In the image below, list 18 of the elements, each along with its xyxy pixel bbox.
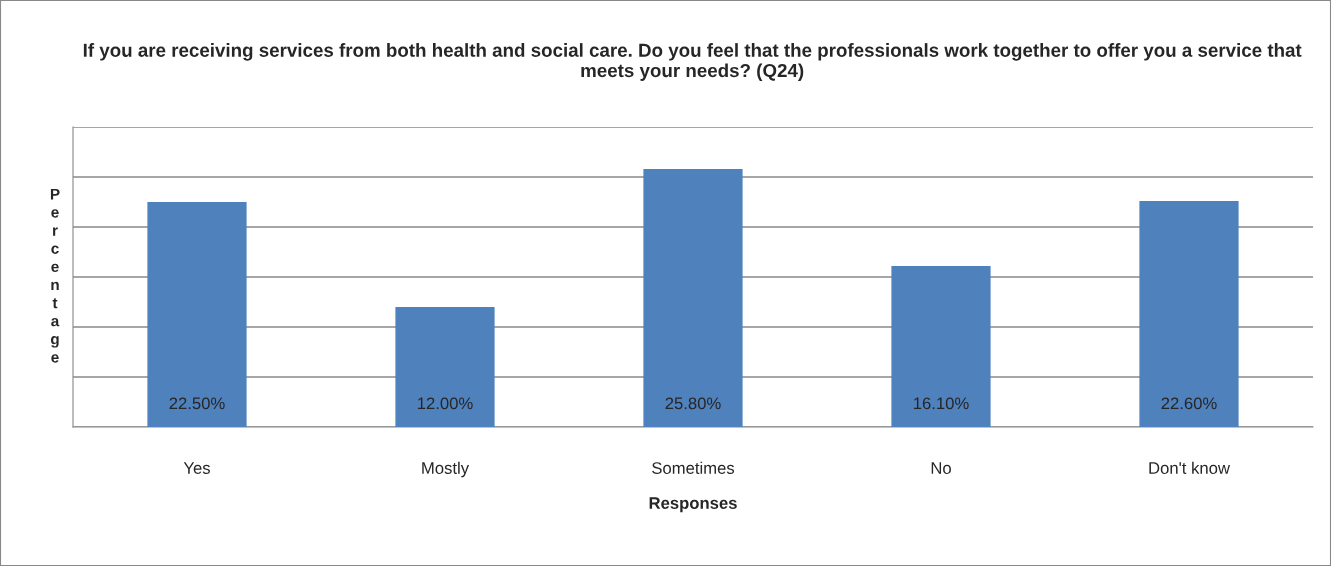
data-label: 16.10% <box>914 397 969 410</box>
chart-title: If you are receiving services from both health and social care. Do you feel that the professionals work together to offer you a service that meets your needs? (Q24) <box>83 43 1302 81</box>
bar <box>1139 201 1239 427</box>
bar <box>395 307 495 427</box>
x-tick-label: Don't know <box>1149 461 1231 474</box>
data-label: 12.00% <box>418 397 473 410</box>
data-label: 25.80% <box>665 397 721 410</box>
bar <box>891 266 991 427</box>
bar <box>147 202 247 427</box>
x-tick-label: Yes <box>183 462 210 474</box>
data-label: 22.60% <box>1161 397 1217 410</box>
x-tick-label: Mostly <box>422 461 470 478</box>
text: Percentage <box>50 188 60 363</box>
x-tick-label: No <box>931 462 951 474</box>
x-axis-title: Responses <box>649 497 737 513</box>
x-tick-label: Sometimes <box>652 461 735 474</box>
data-label: 22.50% <box>169 397 225 410</box>
bar <box>643 169 743 427</box>
